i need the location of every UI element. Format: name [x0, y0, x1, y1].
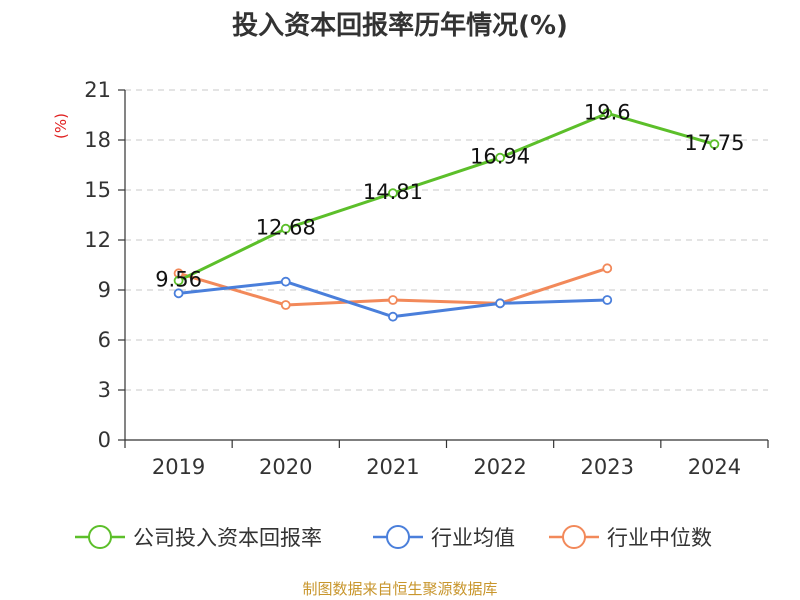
legend-label: 公司投入资本回报率 [133, 526, 322, 550]
data-label: 14.81 [363, 180, 423, 204]
y-tick-label: 9 [98, 278, 111, 302]
data-point [709, 139, 720, 150]
data-point [495, 152, 505, 163]
data-point [602, 295, 613, 305]
data-label: 19.6 [584, 100, 631, 124]
data-point [388, 311, 398, 322]
source-note: 制图数据来自恒生聚源数据库 [302, 580, 497, 598]
legend-marker [386, 525, 410, 549]
data-point [280, 300, 291, 310]
data-labels: 9.56 12.68 14.81 16.94 19.6 17.75 [155, 100, 744, 291]
data-point [280, 223, 291, 234]
y-tick-label: 12 [84, 228, 111, 252]
y-tick-label: 18 [84, 128, 111, 152]
gridlines [125, 89, 768, 391]
series-group [173, 108, 720, 322]
y-tick-labels: 0 3 6 9 12 15 18 21 [84, 78, 111, 452]
x-tick-label: 2022 [473, 455, 526, 479]
legend-label: 行业中位数 [607, 526, 712, 550]
x-tick-label: 2023 [581, 455, 634, 479]
x-tick-label: 2020 [259, 455, 312, 479]
x-tick-label: 2021 [366, 455, 419, 479]
data-label: 12.68 [256, 216, 316, 240]
y-tick-label: 3 [98, 378, 111, 402]
legend-label: 行业均值 [431, 526, 515, 550]
x-tick-label: 2019 [152, 455, 205, 479]
legend: 公司投入资本回报率 行业均值 行业中位数 [75, 525, 712, 550]
data-point [173, 275, 184, 286]
data-point [602, 263, 613, 274]
x-tick-labels: 2019 2020 2021 2022 2023 2024 [152, 455, 741, 479]
data-point [602, 108, 613, 119]
y-tick-label: 6 [98, 328, 111, 352]
chart-title: 投入资本回报率历年情况(%) [232, 10, 568, 41]
axes [118, 89, 769, 448]
series-line-0 [177, 111, 715, 283]
data-label: 9.56 [155, 268, 202, 292]
x-tick-label: 2024 [688, 455, 741, 479]
y-tick-label: 21 [84, 78, 111, 102]
y-axis-label: (%) [52, 113, 70, 139]
data-point [388, 188, 398, 199]
data-point [495, 298, 505, 309]
y-tick-label: 15 [84, 178, 111, 202]
data-label: 17.75 [684, 131, 744, 155]
data-label: 16.94 [470, 145, 530, 169]
legend-marker [88, 525, 112, 549]
data-point [280, 276, 291, 287]
y-tick-label: 0 [98, 428, 111, 452]
data-point [388, 295, 398, 305]
data-point [173, 288, 184, 299]
legend-marker [562, 525, 586, 549]
